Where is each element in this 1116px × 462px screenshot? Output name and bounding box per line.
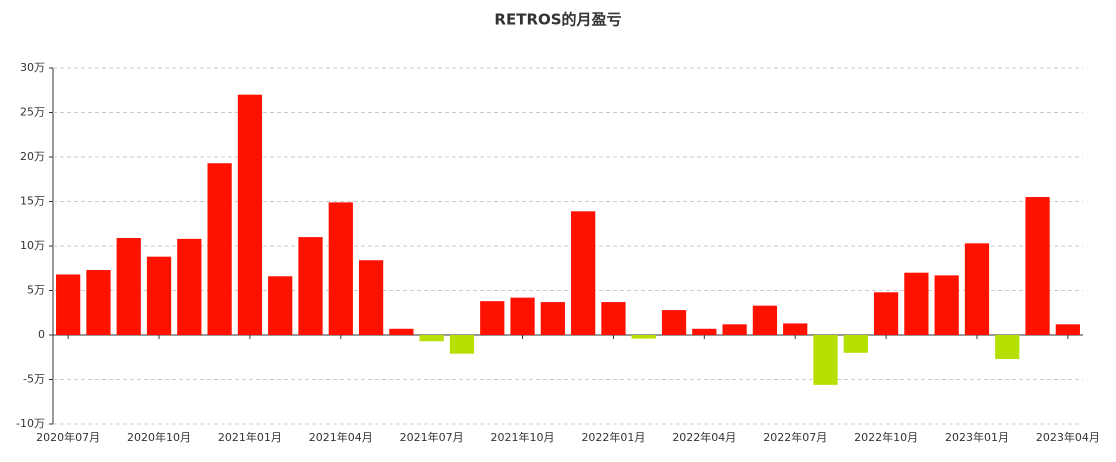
bar: [873, 292, 899, 335]
bar: [449, 335, 475, 354]
bar: [268, 276, 293, 335]
bar: [358, 260, 384, 335]
bar: [601, 302, 626, 335]
y-tick-label: 0: [38, 328, 45, 341]
bar: [1025, 197, 1050, 335]
bar: [116, 237, 141, 335]
x-tick-label: 2022年10月: [854, 430, 918, 444]
y-tick-label: -10万: [16, 417, 45, 430]
bar: [1055, 324, 1080, 335]
bar: [86, 270, 111, 335]
y-tick-label: 15万: [20, 195, 45, 208]
bar: [207, 163, 232, 335]
bar: [631, 335, 656, 339]
bar: [904, 272, 929, 335]
x-tick-label: 2021年07月: [400, 430, 464, 444]
chart-title: RETROS的月盈亏: [494, 11, 621, 29]
x-tick-label: 2020年10月: [127, 430, 191, 444]
y-tick-label: 20万: [20, 150, 45, 163]
y-tick-label: 5万: [27, 284, 45, 297]
x-tick-label: 2022年04月: [672, 430, 736, 444]
y-tick-label: 25万: [20, 106, 45, 119]
bar: [752, 305, 778, 335]
bar: [964, 243, 990, 335]
bar: [177, 238, 202, 335]
x-tick-label: 2021年10月: [491, 430, 555, 444]
x-tick-label: 2020年07月: [36, 430, 100, 444]
bar: [813, 335, 838, 385]
x-tick-label: 2021年04月: [309, 430, 373, 444]
bar: [389, 328, 414, 335]
bar: [146, 256, 172, 335]
bar: [480, 301, 505, 335]
bar: [783, 323, 808, 335]
bar: [692, 328, 717, 335]
bar: [237, 94, 263, 335]
bar: [571, 211, 596, 335]
bar: [328, 202, 353, 335]
bar: [843, 335, 868, 353]
bar: [722, 324, 747, 335]
y-tick-label: 30万: [20, 61, 45, 74]
x-tick-label: 2023年01月: [945, 430, 1009, 444]
x-tick-label: 2021年01月: [218, 430, 282, 444]
bar: [934, 275, 959, 335]
bar: [510, 297, 535, 335]
x-tick-label: 2023年04月: [1036, 430, 1100, 444]
y-tick-label: 10万: [20, 239, 45, 252]
x-tick-label: 2022年01月: [581, 430, 645, 444]
x-tick-label: 2022年07月: [763, 430, 827, 444]
bar: [419, 335, 444, 342]
y-tick-label: -5万: [23, 373, 45, 386]
bar: [56, 274, 81, 335]
bar: [995, 335, 1020, 360]
bar: [298, 237, 323, 335]
bar: [661, 310, 687, 335]
bar: [540, 302, 565, 335]
